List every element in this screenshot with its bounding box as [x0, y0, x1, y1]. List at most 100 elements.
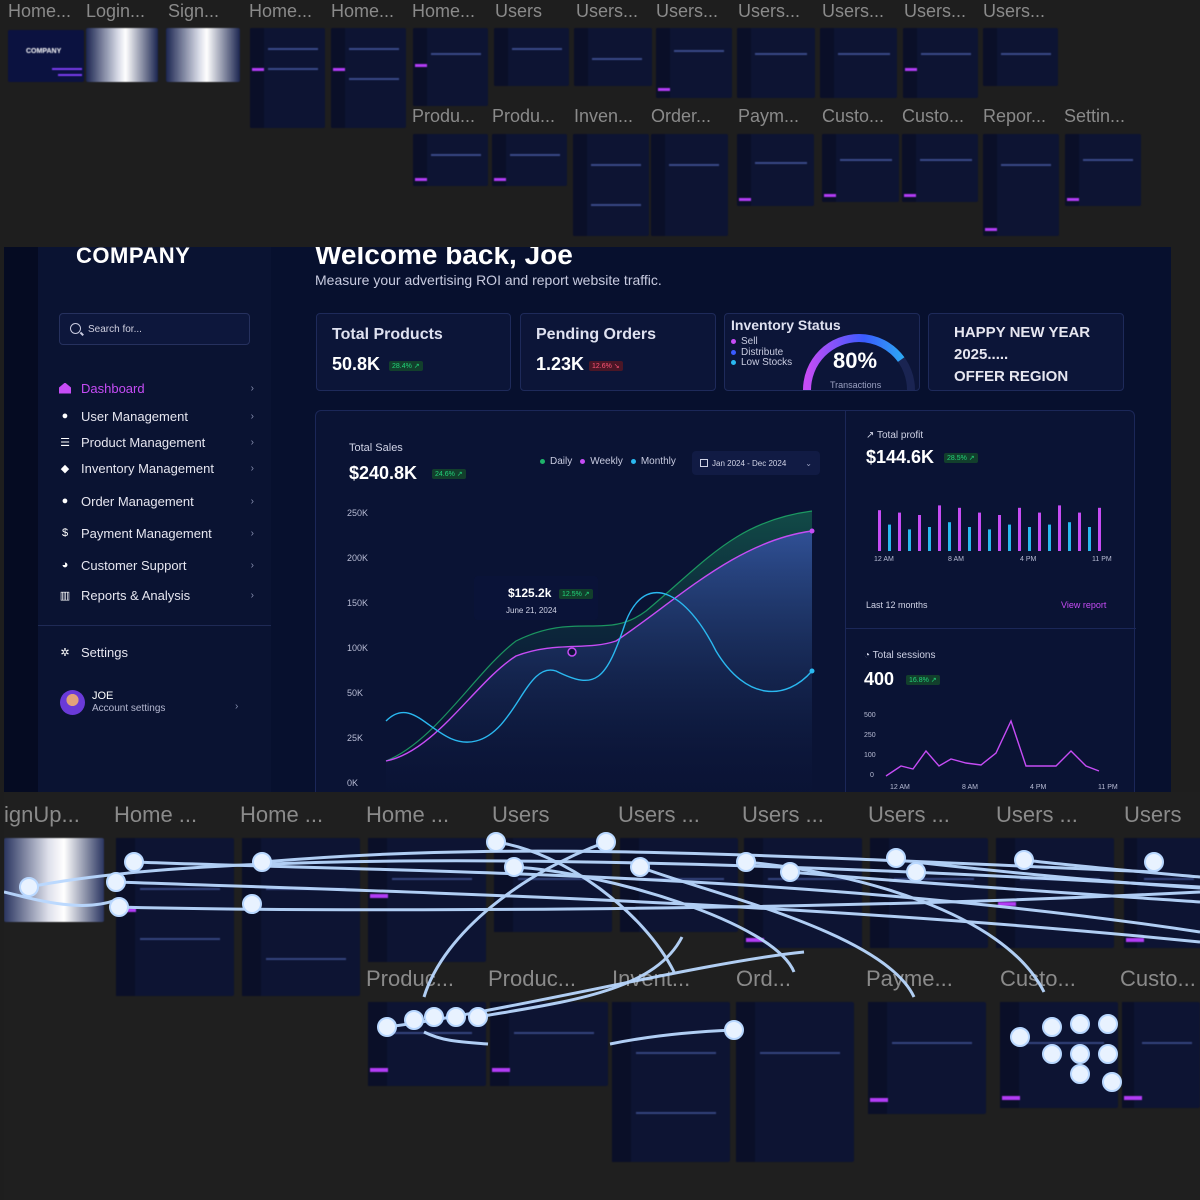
sidebar-item-inventory-management[interactable]: ◆ Inventory Management ›	[58, 457, 254, 479]
account-settings-link[interactable]: Account settings	[92, 703, 166, 714]
card-inventory-status[interactable]: Inventory Status Sell Distribute Low Sto…	[724, 313, 920, 391]
prototype-node[interactable]	[736, 852, 756, 872]
prototype-node[interactable]	[404, 1010, 424, 1030]
frame-thumbnail[interactable]	[1065, 134, 1141, 206]
frame-label[interactable]: Home...	[412, 1, 476, 21]
frame-thumbnail[interactable]	[983, 28, 1058, 86]
frame-label[interactable]: Users	[492, 802, 550, 827]
frame-thumbnail[interactable]	[651, 134, 728, 236]
frame-label[interactable]: Paym...	[738, 106, 800, 126]
prototype-node[interactable]	[109, 897, 129, 917]
frame-label[interactable]: Users	[1124, 802, 1182, 827]
frame-thumbnail[interactable]	[166, 28, 240, 82]
frame-label[interactable]: Produ...	[492, 106, 556, 126]
prototype-node[interactable]	[424, 1007, 444, 1027]
frame-label[interactable]: Users ...	[996, 802, 1078, 827]
frame-thumbnail[interactable]	[1122, 1002, 1200, 1108]
frame-thumbnail[interactable]	[574, 28, 652, 86]
frame-label[interactable]: Custo...	[1000, 966, 1076, 991]
card-pending-orders[interactable]: Pending Orders 1.23K 12.6% ↘	[520, 313, 716, 391]
frame-label[interactable]: Users...	[904, 1, 967, 21]
prototype-node[interactable]	[446, 1007, 466, 1027]
frame-label[interactable]: Users...	[983, 1, 1046, 21]
prototype-node[interactable]	[724, 1020, 744, 1040]
prototype-node[interactable]	[1010, 1027, 1030, 1047]
prototype-node[interactable]	[1070, 1014, 1090, 1034]
avatar[interactable]	[60, 690, 85, 715]
frame-thumbnail[interactable]	[4, 838, 104, 922]
frame-label[interactable]: Home...	[249, 1, 313, 21]
frame-label[interactable]: Sign...	[168, 1, 220, 21]
prototype-node[interactable]	[504, 857, 524, 877]
prototype-node[interactable]	[1014, 850, 1034, 870]
frame-label[interactable]: Custo...	[902, 106, 965, 126]
sidebar-item-reports-analysis[interactable]: ▥ Reports & Analysis ›	[58, 584, 254, 606]
frame-label[interactable]: Repor...	[983, 106, 1047, 126]
frame-label[interactable]: ignUp...	[4, 802, 80, 827]
prototype-node[interactable]	[1102, 1072, 1122, 1092]
frame-thumbnail[interactable]	[413, 134, 488, 186]
frame-thumbnail[interactable]	[820, 28, 897, 98]
frame-label[interactable]: Users	[495, 1, 543, 21]
prototype-node[interactable]	[1098, 1044, 1118, 1064]
card-promo[interactable]: HAPPY NEW YEAR 2025..... OFFER REGION	[928, 313, 1124, 391]
prototype-node[interactable]	[377, 1017, 397, 1037]
chevron-right-icon[interactable]: ›	[235, 701, 239, 712]
prototype-node[interactable]	[486, 832, 506, 852]
sidebar-item-customer-support[interactable]: ◕ Customer Support ›	[58, 554, 254, 576]
sidebar-item-order-management[interactable]: ● Order Management ›	[58, 490, 254, 512]
frame-thumbnail[interactable]	[656, 28, 732, 98]
prototype-node[interactable]	[124, 852, 144, 872]
sidebar-item-user-management[interactable]: ● User Management ›	[58, 405, 254, 427]
frame-label[interactable]: Login...	[86, 1, 146, 21]
frame-thumbnail[interactable]	[494, 28, 569, 86]
card-total-products[interactable]: Total Products 50.8K 28.4% ↗	[316, 313, 511, 391]
prototype-node[interactable]	[780, 862, 800, 882]
legend-monthly[interactable]: Monthly	[640, 456, 676, 467]
sidebar-item-product-management[interactable]: ☰ Product Management ›	[58, 431, 254, 453]
frame-label[interactable]: Users...	[738, 1, 801, 21]
frame-thumbnail[interactable]	[737, 134, 814, 206]
frame-label[interactable]: Home ...	[240, 802, 324, 827]
date-range-select[interactable]: Jan 2024 - Dec 2024 ⌄	[692, 451, 820, 475]
frame-thumbnail[interactable]	[492, 134, 567, 186]
account-name[interactable]: JOE	[92, 690, 114, 702]
frame-label[interactable]: Custo...	[1120, 966, 1196, 991]
prototype-node[interactable]	[1042, 1044, 1062, 1064]
frame-thumbnail[interactable]	[736, 1002, 854, 1162]
frame-thumbnail[interactable]	[868, 1002, 986, 1114]
sidebar-item-settings[interactable]: ✲ Settings	[58, 641, 254, 663]
frame-thumbnail[interactable]	[737, 28, 815, 98]
frame-label[interactable]: Users ...	[618, 802, 700, 827]
frame-thumbnail[interactable]	[573, 134, 649, 236]
prototype-node[interactable]	[1070, 1064, 1090, 1084]
frame-label[interactable]: Custo...	[822, 106, 885, 126]
prototype-node[interactable]	[1070, 1044, 1090, 1064]
frame-label[interactable]: Users...	[656, 1, 719, 21]
frame-label[interactable]: Users...	[822, 1, 885, 21]
frame-label[interactable]: Home...	[331, 1, 395, 21]
search-box[interactable]	[59, 313, 250, 345]
frame-thumbnail[interactable]	[413, 28, 488, 106]
sidebar-item-payment-management[interactable]: $ Payment Management ›	[58, 522, 254, 544]
frame-label[interactable]: Users ...	[742, 802, 824, 827]
frame-label[interactable]: Users...	[576, 1, 639, 21]
frame-thumbnail[interactable]	[903, 28, 978, 98]
prototype-node[interactable]	[1042, 1017, 1062, 1037]
frame-label[interactable]: Inven...	[574, 106, 634, 126]
prototype-node[interactable]	[630, 857, 650, 877]
prototype-node[interactable]	[106, 872, 126, 892]
frame-label[interactable]: Produc...	[488, 966, 577, 991]
frame-thumbnail[interactable]	[822, 134, 899, 202]
frame-label[interactable]: Produ...	[412, 106, 476, 126]
frame-label[interactable]: Settin...	[1064, 106, 1126, 126]
prototype-node[interactable]	[242, 894, 262, 914]
prototype-node[interactable]	[886, 848, 906, 868]
frame-thumbnail[interactable]	[331, 28, 406, 128]
frame-label[interactable]: Home ...	[114, 802, 198, 827]
frame-thumbnail[interactable]	[250, 28, 325, 128]
search-input[interactable]	[88, 320, 238, 338]
frame-thumbnail[interactable]	[612, 1002, 730, 1162]
frame-thumbnail[interactable]: COMPANY	[8, 30, 84, 82]
prototype-node[interactable]	[252, 852, 272, 872]
